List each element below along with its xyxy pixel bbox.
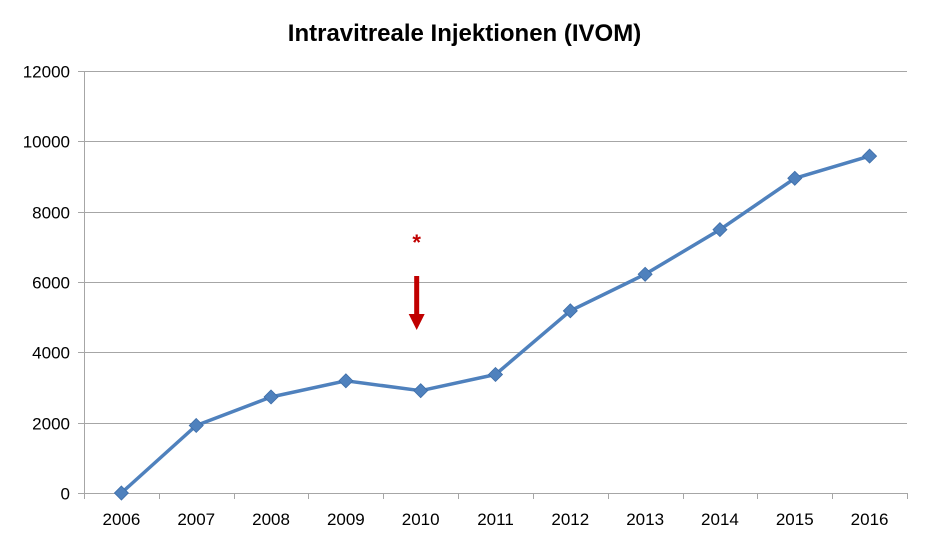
- annotation-arrow-shaft: [414, 276, 420, 314]
- x-tick-label: 2012: [551, 510, 589, 529]
- data-point: [188, 417, 204, 434]
- data-point: [487, 366, 504, 383]
- data-point: [562, 303, 578, 319]
- data-point: [637, 266, 653, 282]
- y-tick-label: 6000: [32, 274, 70, 293]
- series-layer: [113, 148, 878, 501]
- y-tick-label: 4000: [32, 344, 70, 363]
- x-tick-label: 2010: [402, 510, 440, 529]
- x-tick-label: 2009: [327, 510, 365, 529]
- x-tick-label: 2016: [851, 510, 889, 529]
- x-tick-label: 2015: [776, 510, 814, 529]
- data-point: [787, 170, 803, 186]
- data-point: [712, 222, 728, 238]
- x-tick-labels: 2006 2007 2008 2009 2010 2011 2012 2013 2014 2015…: [102, 510, 888, 529]
- y-tick-label: 0: [61, 485, 70, 504]
- data-point: [862, 148, 878, 164]
- x-tick-label: 2013: [626, 510, 664, 529]
- x-tick-label: 2007: [177, 510, 215, 529]
- data-point: [113, 485, 129, 501]
- y-tick-label: 2000: [32, 415, 70, 434]
- y-tick-label: 12000: [23, 63, 70, 82]
- x-tick-label: 2014: [701, 510, 739, 529]
- x-tick-label: 2008: [252, 510, 290, 529]
- annotation-asterisk: *: [412, 230, 421, 255]
- gridlines: [84, 71, 907, 424]
- data-point: [338, 373, 354, 389]
- data-point: [263, 389, 279, 405]
- x-tick-label: 2011: [477, 510, 514, 529]
- chart-title: Intravitreale Injektionen (IVOM): [287, 20, 642, 47]
- annotation-arrow-head: [408, 314, 425, 330]
- annotation-layer: *: [408, 230, 425, 330]
- x-tick-label: 2006: [102, 510, 140, 529]
- y-tick-label: 10000: [23, 133, 70, 152]
- axes: [78, 71, 908, 499]
- y-tick-label: 8000: [32, 204, 70, 223]
- y-tick-labels: 0 2000 4000 6000 8000 10000 12000: [23, 63, 70, 504]
- series-line: [120, 154, 871, 495]
- data-point: [413, 383, 429, 399]
